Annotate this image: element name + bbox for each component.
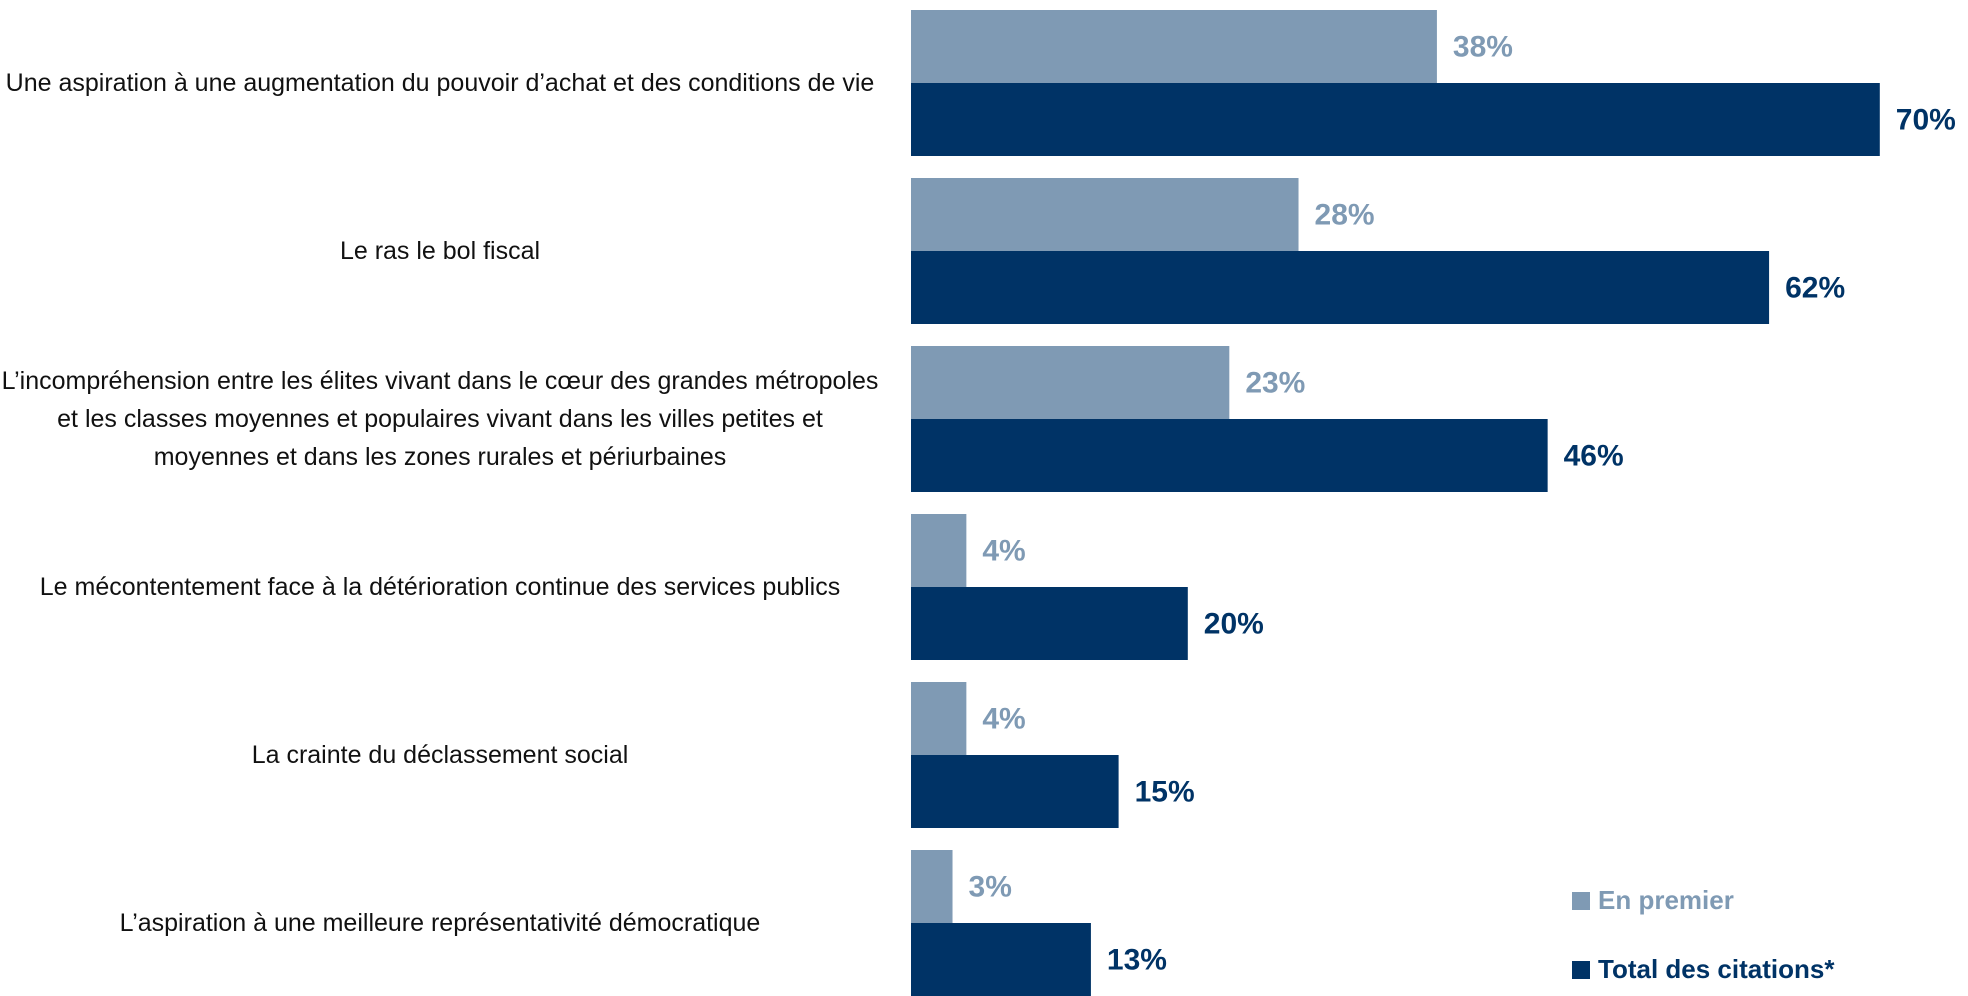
value-label: 23%	[1245, 366, 1305, 399]
bar	[911, 10, 1437, 83]
value-label: 4%	[982, 534, 1025, 567]
legend-label: Total des citations*	[1598, 954, 1835, 984]
value-label: 62%	[1785, 271, 1845, 304]
legend-label: En premier	[1598, 885, 1734, 915]
bar	[911, 178, 1299, 251]
value-label: 20%	[1204, 607, 1264, 640]
value-label: 38%	[1453, 30, 1513, 63]
bar	[911, 251, 1770, 324]
bar	[911, 755, 1119, 828]
category-label: La crainte du déclassement social	[251, 741, 629, 769]
value-label: 3%	[969, 870, 1012, 903]
bar	[911, 514, 967, 587]
legend-swatch	[1572, 892, 1590, 910]
category-label: Le ras le bol fiscal	[339, 237, 541, 265]
category-label: Une aspiration à une augmentation du pou…	[5, 69, 875, 97]
bar	[911, 587, 1188, 660]
bar	[911, 850, 953, 923]
bar	[911, 419, 1548, 492]
value-label: 70%	[1896, 103, 1956, 136]
value-label: 15%	[1135, 775, 1195, 808]
value-label: 28%	[1315, 198, 1375, 231]
value-label: 46%	[1564, 439, 1624, 472]
value-label: 13%	[1107, 943, 1167, 976]
legend-swatch	[1572, 961, 1590, 979]
category-label: L’aspiration à une meilleure représentat…	[119, 909, 761, 937]
bar	[911, 346, 1230, 419]
bar	[911, 83, 1880, 156]
category-label: Le mécontentement face à la détérioratio…	[39, 573, 841, 601]
category-label: L’incompréhension entre les élites vivan…	[1, 367, 879, 471]
value-label: 4%	[982, 702, 1025, 735]
bar	[911, 923, 1091, 996]
bar	[911, 682, 967, 755]
